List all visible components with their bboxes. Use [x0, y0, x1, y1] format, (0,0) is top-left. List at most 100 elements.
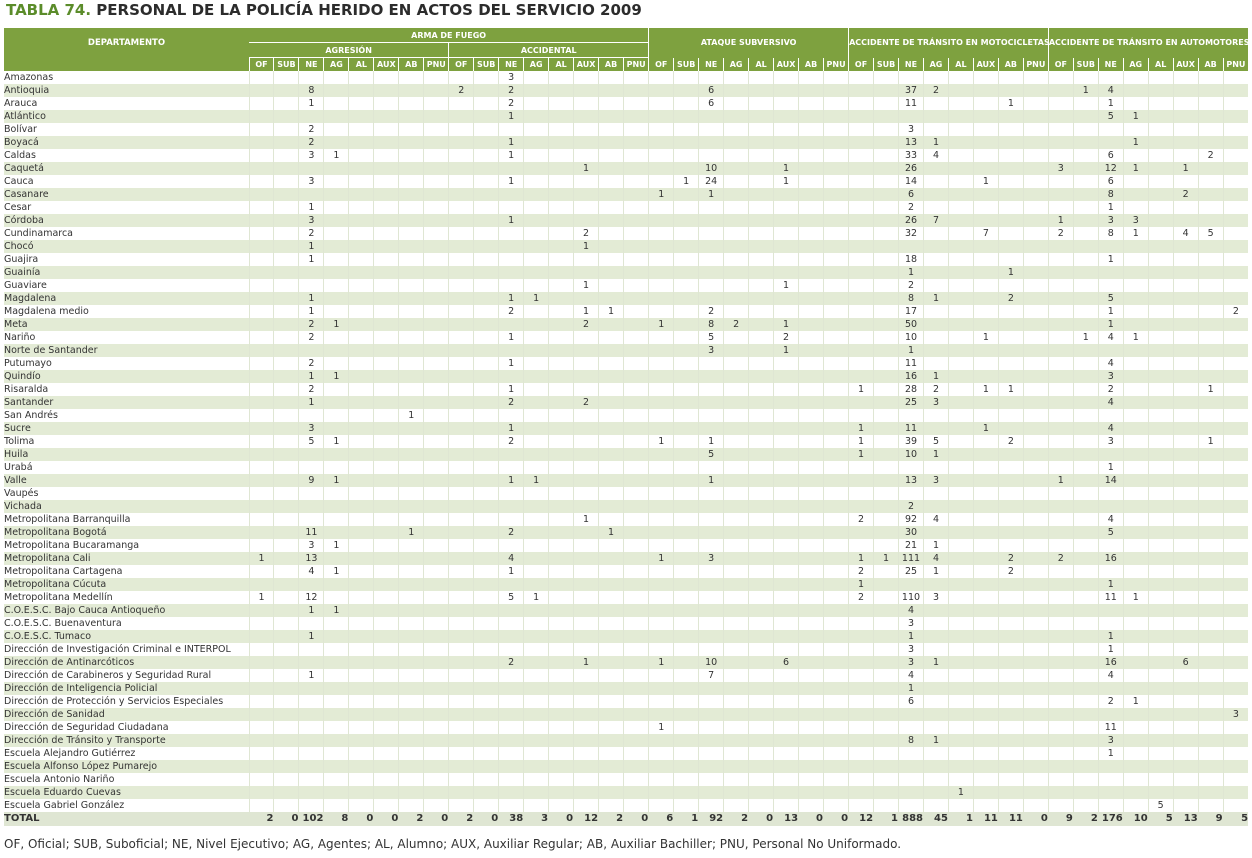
table-cell — [448, 292, 474, 305]
department-name: Chocó — [4, 240, 249, 253]
table-cell — [248, 84, 274, 97]
table-cell — [848, 461, 874, 474]
table-cell — [473, 669, 499, 682]
table-cell — [1072, 97, 1099, 110]
table-cell — [548, 201, 574, 214]
table-cell — [623, 513, 649, 526]
table-row: Metropolitana Bogotá 11 1 2 1 30 5 — [4, 526, 1249, 539]
table-cell: 2 — [997, 565, 1024, 578]
table-cell — [648, 604, 674, 617]
table-cell — [398, 227, 424, 240]
table-cell — [323, 760, 349, 773]
table-cell — [1122, 253, 1149, 266]
table-cell — [823, 630, 849, 643]
table-cell — [548, 97, 574, 110]
table-cell: 1 — [922, 734, 949, 747]
column-header: AUX — [972, 57, 999, 71]
table-cell — [1022, 747, 1049, 760]
department-name: Metropolitana Barranquilla — [4, 513, 249, 526]
column-header: AL — [1147, 57, 1174, 71]
table-cell — [1197, 370, 1224, 383]
department-name: Atlántico — [4, 110, 249, 123]
table-cell — [698, 760, 724, 773]
table-cell — [548, 370, 574, 383]
table-cell — [1172, 448, 1199, 461]
table-cell — [1122, 461, 1149, 474]
table-cell — [623, 318, 649, 331]
table-cell — [1197, 656, 1224, 669]
department-name: Metropolitana Cúcuta — [4, 578, 249, 591]
table-cell — [1197, 305, 1224, 318]
table-cell — [448, 591, 474, 604]
table-cell — [748, 669, 774, 682]
table-cell — [248, 630, 274, 643]
table-cell — [398, 786, 424, 799]
table-cell — [1022, 734, 1049, 747]
table-cell — [498, 708, 524, 721]
table-cell: 2 — [698, 305, 724, 318]
table-cell — [723, 357, 749, 370]
table-cell — [248, 149, 274, 162]
table-cell — [648, 110, 674, 123]
table-cell — [473, 409, 499, 422]
table-cell — [1022, 214, 1049, 227]
table-cell — [997, 370, 1024, 383]
table-cell — [1047, 383, 1074, 396]
table-cell — [648, 123, 674, 136]
table-cell — [548, 591, 574, 604]
table-cell — [1022, 435, 1049, 448]
table-cell — [798, 422, 824, 435]
table-cell — [1172, 760, 1199, 773]
table-cell — [573, 760, 599, 773]
table-cell — [1022, 604, 1049, 617]
table-cell — [273, 578, 299, 591]
table-cell — [323, 422, 349, 435]
table-cell — [473, 578, 499, 591]
table-cell — [1022, 136, 1049, 149]
table-cell — [698, 786, 724, 799]
table-cell — [598, 318, 624, 331]
table-cell — [323, 292, 349, 305]
table-cell — [823, 136, 849, 149]
table-cell — [723, 435, 749, 448]
table-cell — [598, 591, 624, 604]
table-cell: 3 — [698, 552, 724, 565]
table-cell — [1022, 97, 1049, 110]
table-cell — [1072, 500, 1099, 513]
table-cell — [598, 435, 624, 448]
table-cell — [598, 500, 624, 513]
table-cell — [423, 435, 449, 448]
table-cell — [298, 747, 324, 760]
table-cell — [623, 344, 649, 357]
table-cell — [1172, 266, 1199, 279]
table-cell: 2 — [848, 513, 874, 526]
table-cell — [1022, 552, 1049, 565]
table-cell — [398, 422, 424, 435]
table-cell — [1047, 526, 1074, 539]
table-cell — [922, 422, 949, 435]
table-cell — [823, 461, 849, 474]
table-cell — [1222, 318, 1249, 331]
table-cell — [972, 84, 999, 97]
table-cell — [723, 266, 749, 279]
table-cell — [1122, 279, 1149, 292]
table-cell — [273, 84, 299, 97]
table-cell — [748, 305, 774, 318]
table-cell — [748, 97, 774, 110]
table-cell — [323, 188, 349, 201]
table-cell — [1197, 539, 1224, 552]
table-cell — [373, 227, 399, 240]
table-cell — [748, 253, 774, 266]
table-cell — [623, 526, 649, 539]
table-cell — [348, 513, 374, 526]
table-cell — [673, 656, 699, 669]
table-cell — [398, 84, 424, 97]
table-cell — [523, 669, 549, 682]
table-cell — [548, 617, 574, 630]
department-name: Vaupés — [4, 487, 249, 500]
table-cell — [298, 162, 324, 175]
table-cell — [997, 448, 1024, 461]
table-cell: 1 — [1097, 643, 1124, 656]
table-cell — [798, 591, 824, 604]
table-cell — [922, 162, 949, 175]
